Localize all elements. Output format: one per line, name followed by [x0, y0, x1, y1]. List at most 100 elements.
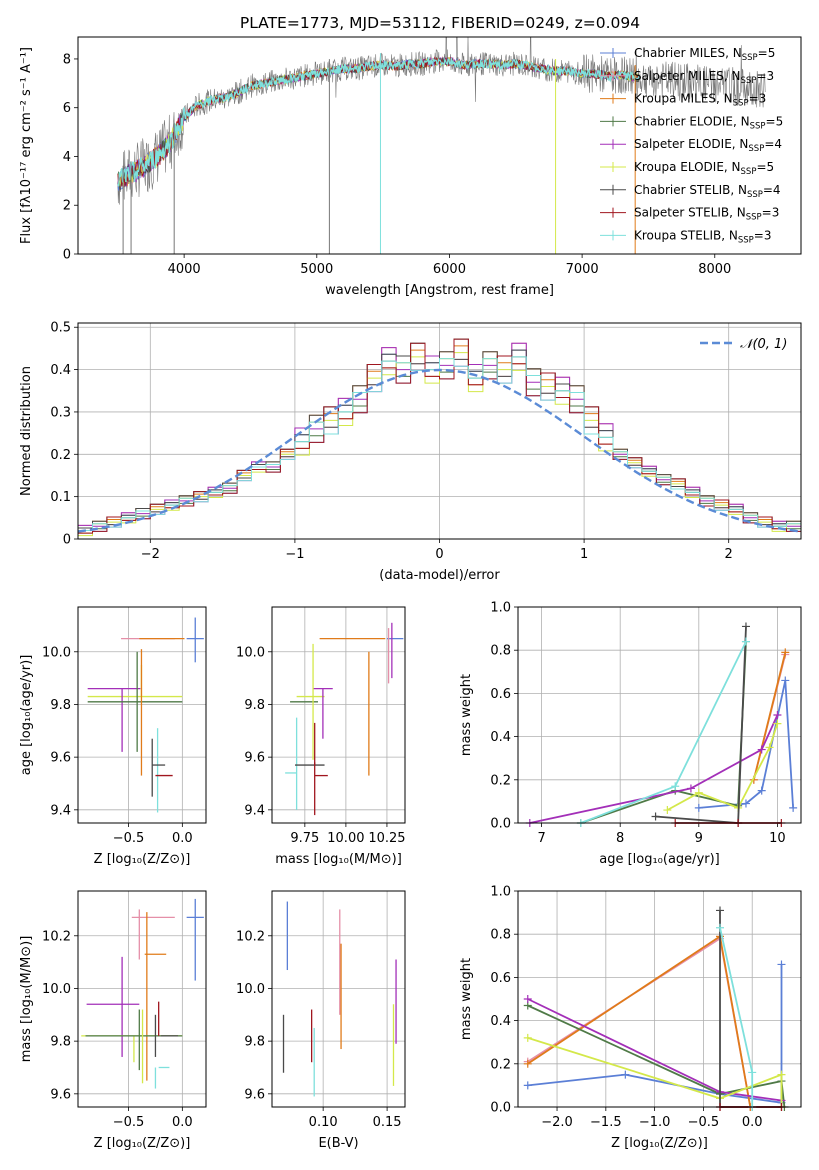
weight-point-marker — [777, 960, 786, 969]
y-tick-label: 8 — [63, 52, 71, 67]
x-axis-label: E(B-V) — [318, 1136, 358, 1151]
x-axis-label: Z [log₁₀(Z/Z⊙)] — [611, 1136, 708, 1151]
spectrum-panel: 4000 5000 6000 7000 8000 0 2 4 6 8 wavelength [Ang… — [19, 36, 802, 298]
y-tick-label: 9.6 — [50, 751, 71, 766]
salpeter-elodie-weight-line — [529, 714, 779, 824]
legend-entry: Chabrier ELODIE, NSSP=5 — [634, 114, 783, 131]
weight-point-marker — [741, 799, 750, 808]
weight-point-marker — [781, 648, 790, 657]
kroupa-miles-weight-line — [752, 652, 787, 781]
x-tick-label: 10.25 — [368, 831, 405, 846]
y-tick-label: 0.0 — [490, 1101, 511, 1116]
x-tick-label: −1.0 — [639, 1115, 671, 1130]
weight-point-marker — [781, 676, 790, 685]
y-tick-label: 0.1 — [50, 490, 71, 505]
weight-point-marker — [773, 711, 782, 719]
x-axis-label: wavelength [Angstrom, rest frame] — [325, 283, 554, 298]
x-tick-label: 9 — [695, 831, 703, 846]
y-axis-label: mass [log₁₀(M/M⊙)] — [19, 936, 34, 1063]
y-tick-label: 0 — [63, 248, 71, 263]
legend-entry: Salpeter ELODIE, NSSP=4 — [634, 137, 782, 154]
weight-point-marker — [765, 743, 774, 752]
y-tick-label: 4 — [63, 150, 71, 165]
y-tick-label: 0.4 — [490, 730, 511, 745]
y-axis-label: Flux [fλ10⁻¹⁷ erg cm⁻² s⁻¹ A⁻¹] — [19, 47, 34, 244]
weight-point-marker — [777, 1070, 786, 1079]
residuals-plot-area — [77, 338, 802, 537]
axes-frame — [77, 36, 802, 255]
weight_vs_Z-panel: −2.0 −1.5 −1.0 −0.5 0.0 0.0 0.2 0.4 0.6 0.8 1.0 Z [… — [459, 885, 802, 1151]
y-tick-label: 0.6 — [490, 687, 511, 702]
x-tick-label: 9.75 — [290, 831, 319, 846]
mass_vs_ebv-plot-area — [282, 901, 397, 1097]
x-tick-label: 0.15 — [373, 1115, 402, 1130]
mass_vs_Z-plot-area — [81, 898, 204, 1089]
x-tick-label: −1.5 — [590, 1115, 622, 1130]
weight-point-marker — [523, 1033, 532, 1042]
axes-frame — [271, 606, 406, 824]
legend-entry: Kroupa MILES, NSSP=3 — [634, 92, 766, 109]
weight-point-marker — [741, 622, 750, 631]
axes-frame — [271, 890, 406, 1108]
y-tick-label: 0.3 — [50, 405, 71, 420]
y-tick-label: 2 — [63, 199, 71, 214]
spectrum-plot-area — [117, 37, 766, 254]
weight-point-marker — [773, 719, 782, 728]
kroupa-elodie-weight-line — [527, 1037, 783, 1107]
y-tick-label: 0.6 — [490, 971, 511, 986]
spectrum-legend: Chabrier MILES, NSSP=5 Salpeter MILES, NS… — [600, 46, 783, 245]
weight-point-marker — [663, 806, 672, 815]
x-tick-label: 0.0 — [172, 1115, 193, 1130]
y-tick-label: 0 — [63, 533, 71, 548]
legend-entry: Chabrier STELIB, NSSP=4 — [634, 183, 781, 200]
weight-point-marker — [671, 782, 680, 791]
weight-point-marker — [694, 803, 703, 812]
y-tick-label: 0.5 — [50, 321, 71, 336]
weight-point-marker — [757, 786, 766, 795]
y-tick-label: 10.2 — [42, 929, 71, 944]
y-tick-label: 9.8 — [244, 698, 265, 713]
figure-title: PLATE=1773, MJD=53112, FIBERID=0249, z=0… — [240, 14, 640, 32]
y-axis-label: Normed distribution — [19, 366, 34, 496]
y-tick-label: 9.8 — [244, 1035, 265, 1050]
axes-frame — [77, 890, 207, 1108]
y-tick-label: 9.6 — [244, 1087, 265, 1102]
weight-point-marker — [621, 1070, 630, 1079]
legend-entry: Salpeter MILES, NSSP=3 — [634, 69, 774, 86]
y-tick-label: 1.0 — [490, 601, 511, 616]
x-tick-label: −1 — [285, 547, 304, 562]
y-tick-label: 6 — [63, 101, 71, 116]
y-tick-label: 9.8 — [50, 1035, 71, 1050]
weight-point-marker — [523, 1059, 532, 1068]
axes-frame — [517, 606, 802, 824]
y-tick-label: 10.0 — [42, 982, 71, 997]
x-tick-label: 6000 — [433, 262, 466, 277]
x-tick-label: −2.0 — [541, 1115, 573, 1130]
age_vs_mass-plot-area — [285, 622, 404, 816]
x-tick-label: 5000 — [300, 262, 333, 277]
x-tick-label: 2 — [725, 547, 733, 562]
x-tick-label: 7000 — [566, 262, 599, 277]
x-axis-label: Z [log₁₀(Z/Z⊙)] — [94, 1136, 191, 1151]
mass_vs_ebv-panel: 0.10 0.15 9.6 9.8 10.0 10.2 E(B-V) — [236, 890, 406, 1151]
x-axis-label: (data-model)/error — [379, 568, 500, 583]
chabrier-stelib-histogram — [78, 349, 801, 529]
weight-point-marker — [716, 923, 725, 932]
weight-point-marker — [741, 637, 750, 646]
axes-frame — [77, 322, 802, 540]
legend-entry: Kroupa ELODIE, NSSP=5 — [634, 160, 774, 177]
x-tick-label: −0.5 — [113, 1115, 145, 1130]
age_vs_mass-panel: 9.75 10.00 10.25 9.4 9.6 9.8 10.0 mass [log₁₀(M… — [236, 606, 406, 867]
y-tick-label: 10.0 — [236, 645, 265, 660]
weight-point-marker — [651, 812, 660, 821]
y-tick-label: 0.2 — [490, 1057, 511, 1072]
y-axis-label: mass weight — [459, 958, 474, 1040]
kroupa-stelib-histogram — [78, 356, 801, 531]
x-tick-label: −0.5 — [113, 831, 145, 846]
y-tick-label: 10.0 — [236, 982, 265, 997]
legend-entry: Kroupa STELIB, NSSP=3 — [634, 228, 772, 245]
spectrum-lines — [117, 37, 766, 254]
y-tick-label: 9.4 — [244, 803, 265, 818]
x-axis-label: age [log₁₀(age/yr)] — [599, 852, 720, 867]
x-tick-label: 7 — [537, 831, 545, 846]
